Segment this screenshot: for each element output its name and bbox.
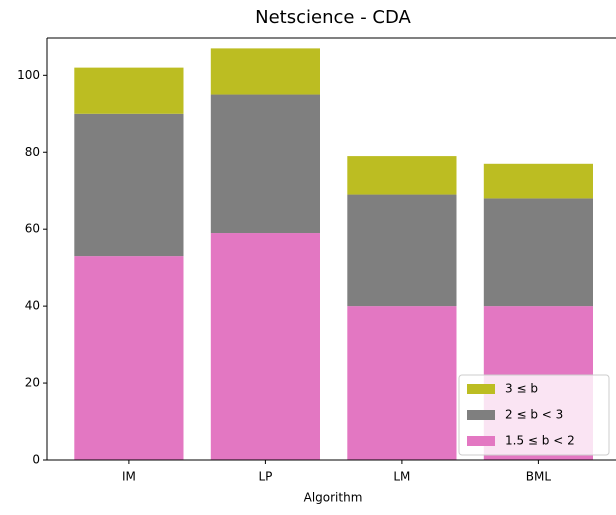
bar-segment [74, 113, 184, 257]
y-tick-label: 20 [25, 376, 40, 390]
bar-segment [347, 306, 457, 460]
bar-segment [210, 94, 320, 234]
legend: 3 ≤ b 2 ≤ b < 3 1.5 ≤ b < 2 [458, 374, 610, 456]
x-tick-label: BML [526, 470, 552, 484]
y-tick-label: 100 [17, 68, 40, 82]
legend-swatch [467, 384, 495, 394]
x-tick-label: IM [122, 470, 136, 484]
bar-segment [347, 156, 457, 195]
legend-label: 3 ≤ b [505, 382, 538, 396]
legend-box [458, 374, 610, 456]
bar-segment [210, 233, 320, 460]
y-tick-label: 60 [25, 222, 40, 236]
x-axis-label: Algorithm [304, 491, 363, 505]
y-tick-label: 0 [32, 453, 40, 467]
bar-segment [483, 198, 593, 307]
legend-swatch [467, 410, 495, 420]
x-tick-label: LP [258, 470, 272, 484]
bar-segment [74, 256, 184, 460]
bar-segment [347, 194, 457, 307]
x-tick-label: LM [393, 470, 410, 484]
legend-swatch [467, 436, 495, 446]
y-tick-label: 80 [25, 145, 40, 159]
chart-title: Netscience - CDA [255, 7, 411, 28]
bar-segment [74, 67, 184, 114]
bar-segment [483, 163, 593, 199]
legend-label: 2 ≤ b < 3 [505, 408, 563, 422]
legend-label: 1.5 ≤ b < 2 [505, 434, 575, 448]
bar-segment [210, 48, 320, 95]
y-tick-label: 40 [25, 299, 40, 313]
